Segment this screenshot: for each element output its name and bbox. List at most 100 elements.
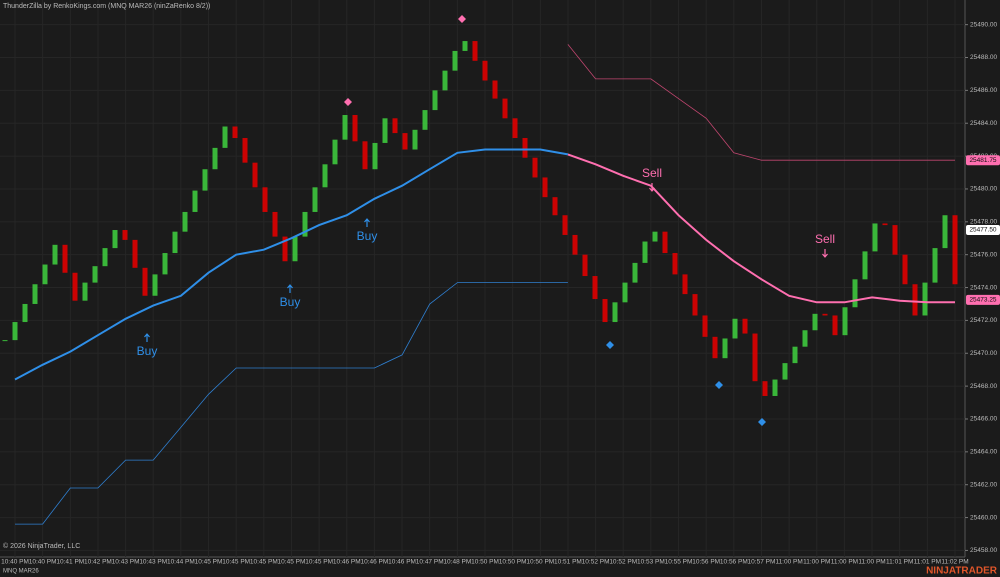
renko-brick bbox=[952, 215, 958, 285]
renko-brick bbox=[822, 313, 828, 316]
series-line bbox=[14, 148, 569, 381]
renko-brick bbox=[272, 211, 278, 237]
renko-brick bbox=[502, 98, 508, 119]
y-tick-label: 25464.00 bbox=[970, 449, 997, 456]
x-tick-label: 10:50 PM bbox=[499, 559, 527, 566]
x-tick-label: 11:02 PM bbox=[941, 559, 968, 566]
signal-label: Sell bbox=[642, 166, 662, 180]
renko-brick bbox=[892, 225, 898, 255]
x-tick-label: 10:46 PM bbox=[360, 559, 388, 566]
renko-brick bbox=[372, 142, 378, 170]
renko-brick bbox=[402, 133, 408, 150]
renko-brick bbox=[542, 177, 548, 198]
y-tick-label: 25478.00 bbox=[970, 219, 997, 226]
renko-brick bbox=[702, 315, 708, 337]
renko-brick bbox=[202, 169, 208, 191]
renko-brick bbox=[32, 284, 38, 304]
renko-brick bbox=[432, 90, 438, 111]
x-tick-label: 10:56 PM bbox=[692, 559, 720, 566]
x-tick-label: 10:45 PM bbox=[305, 559, 333, 566]
renko-brick bbox=[492, 80, 498, 99]
renko-brick bbox=[562, 215, 568, 235]
renko-brick bbox=[732, 318, 738, 339]
renko-brick bbox=[12, 322, 18, 341]
x-tick-label: 10:53 PM bbox=[637, 559, 665, 566]
renko-brick bbox=[712, 336, 718, 359]
chart-title: ThunderZilla by RenkoKings.com (MNQ MAR2… bbox=[3, 3, 210, 10]
price-marker-label: 25481.75 bbox=[969, 157, 996, 164]
y-tick-label: 25484.00 bbox=[970, 120, 997, 127]
renko-brick bbox=[792, 346, 798, 364]
x-tick-label: 10:56 PM bbox=[720, 559, 748, 566]
instrument: MNQ MAR26 bbox=[3, 569, 39, 575]
renko-brick bbox=[442, 70, 448, 91]
renko-brick bbox=[852, 279, 858, 308]
y-tick-label: 25480.00 bbox=[970, 186, 997, 193]
x-tick-label: 10:45 PM bbox=[278, 559, 306, 566]
price-marker-label: 25473.25 bbox=[969, 297, 996, 304]
price-marker bbox=[966, 225, 1000, 236]
renko-brick bbox=[252, 162, 258, 188]
renko-brick bbox=[162, 253, 168, 275]
renko-brick bbox=[422, 110, 428, 130]
renko-brick bbox=[832, 315, 838, 336]
renko-brick bbox=[592, 276, 598, 300]
renko-brick bbox=[522, 138, 528, 158]
renko-brick bbox=[362, 141, 368, 170]
series-line bbox=[567, 44, 955, 161]
renko-brick bbox=[632, 262, 638, 283]
renko-brick bbox=[752, 333, 758, 382]
signal-arrow bbox=[364, 218, 370, 227]
x-tick-label: 10:52 PM bbox=[609, 559, 637, 566]
renko-brick bbox=[242, 138, 248, 163]
x-tick-label: 10:42 PM bbox=[84, 559, 112, 566]
x-tick-label: 10:40 PM bbox=[29, 559, 57, 566]
renko-brick bbox=[862, 251, 868, 280]
renko-brick bbox=[842, 307, 848, 336]
renko-brick bbox=[412, 129, 418, 150]
renko-brick bbox=[932, 248, 938, 283]
renko-brick bbox=[42, 264, 48, 285]
renko-brick bbox=[382, 118, 388, 143]
y-tick-label: 25490.00 bbox=[970, 21, 997, 28]
renko-brick bbox=[622, 282, 628, 303]
signal-diamond bbox=[458, 15, 466, 23]
renko-brick bbox=[352, 115, 358, 142]
grid bbox=[0, 0, 965, 557]
renko-brick bbox=[222, 126, 228, 148]
x-tick-label: 11:00 PM bbox=[858, 559, 885, 566]
renko-brick bbox=[142, 267, 148, 296]
renko-brick bbox=[472, 41, 478, 61]
x-tick-label: 10:50 PM bbox=[471, 559, 499, 566]
renko-brick bbox=[552, 197, 558, 216]
x-tick-label: 10:44 PM bbox=[167, 559, 195, 566]
renko-brick bbox=[512, 118, 518, 139]
series-line bbox=[15, 282, 568, 525]
renko-brick bbox=[392, 118, 398, 134]
renko-brick bbox=[132, 239, 138, 268]
renko-brick bbox=[232, 126, 238, 139]
y-tick-label: 25486.00 bbox=[970, 87, 997, 94]
renko-brick bbox=[282, 236, 288, 262]
x-tick-label: 11:00 PM bbox=[775, 559, 802, 566]
x-tick-label: 10:45 PM bbox=[222, 559, 250, 566]
signal-label: Buy bbox=[137, 344, 158, 358]
renko-brick bbox=[462, 41, 468, 51]
x-tick-label: 11:00 PM bbox=[831, 559, 858, 566]
renko-brick bbox=[612, 302, 618, 323]
x-tick-label: 10:45 PM bbox=[195, 559, 223, 566]
x-tick-label: 10:57 PM bbox=[748, 559, 776, 566]
renko-brick bbox=[302, 211, 308, 237]
renko-brick bbox=[672, 253, 678, 275]
renko-brick bbox=[122, 230, 128, 240]
renko-brick bbox=[742, 318, 748, 334]
renko-brick bbox=[722, 338, 728, 359]
x-tick-label: 10:55 PM bbox=[665, 559, 693, 566]
y-tick-label: 25472.00 bbox=[970, 317, 997, 324]
renko-brick bbox=[872, 223, 878, 252]
renko-brick bbox=[292, 236, 298, 262]
renko-brick bbox=[262, 187, 268, 212]
y-tick-label: 25466.00 bbox=[970, 416, 997, 423]
y-tick-label: 25470.00 bbox=[970, 350, 997, 357]
